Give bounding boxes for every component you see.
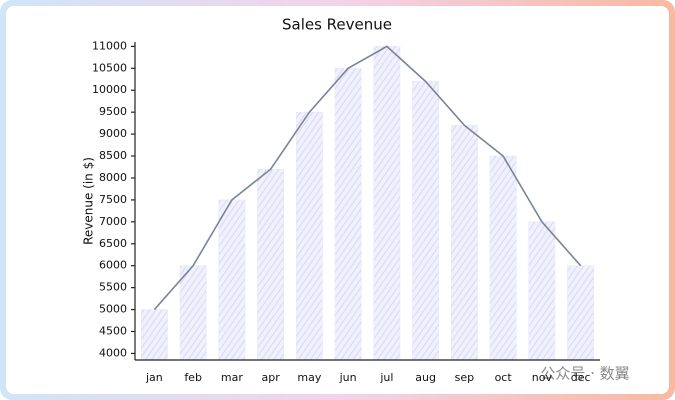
watermark: 公众号 · 数翼 xyxy=(540,365,629,383)
y-tick-label: 7000 xyxy=(99,215,127,228)
bar xyxy=(489,155,517,361)
bar xyxy=(412,81,440,361)
x-tick-label: sep xyxy=(455,371,474,384)
bar xyxy=(179,265,207,361)
x-tick-label: jan xyxy=(145,371,163,384)
y-tick-label: 5500 xyxy=(99,281,127,294)
y-tick-label: 4000 xyxy=(99,346,127,359)
bar xyxy=(218,199,246,361)
x-tick-label: feb xyxy=(184,371,202,384)
y-tick-label: 6500 xyxy=(99,237,127,250)
bar xyxy=(528,221,556,361)
y-tick-label: 11000 xyxy=(92,39,127,52)
bar xyxy=(373,46,401,361)
y-axis-label: Revenue (in $) xyxy=(82,157,96,245)
y-tick-label: 5000 xyxy=(99,303,127,316)
y-tick-label: 8000 xyxy=(99,171,127,184)
x-tick-label: may xyxy=(297,371,321,384)
x-tick-label: oct xyxy=(495,371,513,384)
x-tick-label: nov xyxy=(532,371,553,384)
bar xyxy=(140,309,168,361)
bar xyxy=(567,265,595,361)
x-tick-label: jun xyxy=(339,371,357,384)
y-tick-label: 6000 xyxy=(99,259,127,272)
bar xyxy=(295,111,323,361)
y-tick-label: 10000 xyxy=(92,83,127,96)
line xyxy=(153,45,582,311)
y-tick-label: 8500 xyxy=(99,149,127,162)
bar xyxy=(334,68,362,361)
chart-title: Sales Revenue xyxy=(282,16,392,34)
bar xyxy=(257,168,285,361)
x-tick-label: dec xyxy=(571,371,591,384)
x-tick-label: aug xyxy=(415,371,436,384)
y-tick-label: 9000 xyxy=(99,127,127,140)
x-tick-label: mar xyxy=(221,371,243,384)
y-tick-label: 9500 xyxy=(99,105,127,118)
y-tick-label: 4500 xyxy=(99,324,127,337)
x-tick-label: apr xyxy=(262,371,281,384)
x-tick-label: jul xyxy=(379,371,393,384)
bar xyxy=(450,125,478,361)
y-tick-label: 10500 xyxy=(92,61,127,74)
y-tick-label: 7500 xyxy=(99,193,127,206)
